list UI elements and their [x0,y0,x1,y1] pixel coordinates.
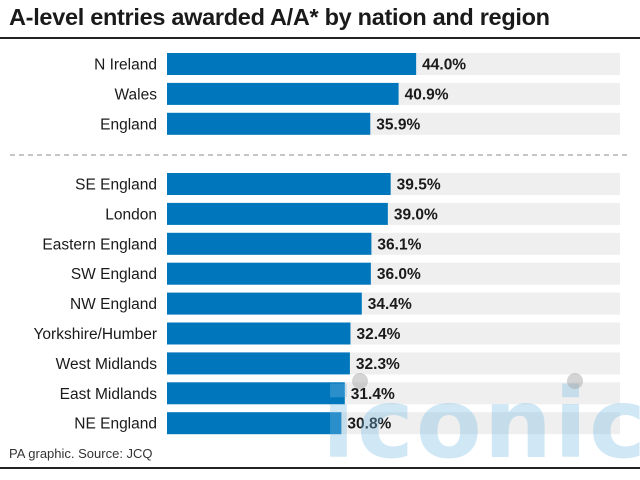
bar [167,112,371,135]
bar [167,322,351,345]
value-label: 35.9% [376,116,420,133]
value-label: 30.8% [347,416,391,433]
category-label: SE England [75,177,157,194]
value-label: 32.3% [356,356,400,373]
bar [167,352,350,375]
value-label: 39.5% [397,177,441,194]
bar [167,82,399,105]
category-label: NE England [74,416,157,433]
value-label: 31.4% [351,386,395,403]
watermark-dot-1 [352,373,368,389]
value-label: 40.9% [405,86,449,103]
bar [167,232,372,255]
bar [167,292,362,315]
value-label: 36.1% [377,236,421,253]
title-rule [0,37,640,39]
value-label: 34.4% [368,296,412,313]
category-label: East Midlands [60,386,158,403]
bar [167,412,342,435]
value-label: 39.0% [394,206,438,223]
value-label: 36.0% [377,266,421,283]
category-label: Wales [115,86,158,103]
bar [167,262,371,285]
category-label: Eastern England [42,236,157,253]
category-label: NW England [70,296,157,313]
category-label: SW England [71,266,157,283]
bar [167,382,345,405]
category-label: London [105,206,157,223]
category-label: Yorkshire/Humber [34,326,157,343]
value-label: 44.0% [422,57,466,74]
bar [167,53,417,75]
category-label: England [100,116,157,133]
category-label: N Ireland [94,57,157,74]
category-label: West Midlands [56,356,158,373]
value-label: 32.4% [356,326,400,343]
source-footer: PA graphic. Source: JCQ [9,446,153,461]
bar [167,202,388,225]
chart-title: A-level entries awarded A/A* by nation a… [9,4,550,30]
watermark-dot-2 [567,373,583,389]
bar [167,173,391,195]
bottom-rule [0,467,640,469]
